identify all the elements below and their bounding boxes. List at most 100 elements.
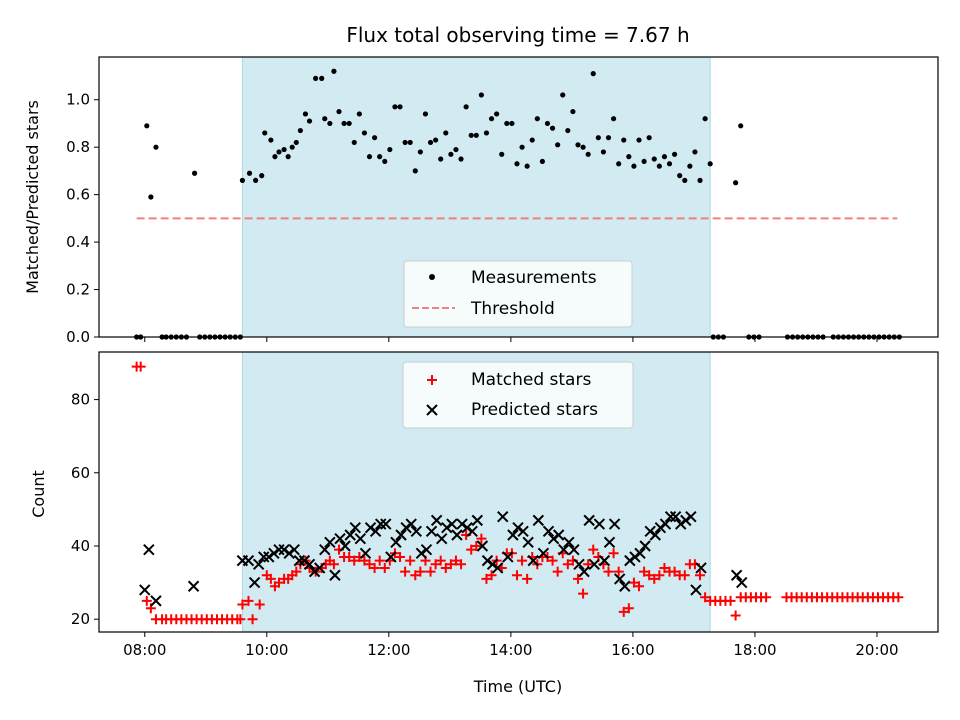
predicted-star-point: [339, 540, 351, 552]
measurement-point: [590, 71, 596, 77]
measurement-point: [626, 154, 632, 160]
predicted-star-point: [674, 518, 687, 530]
predicted-star-point: [730, 569, 743, 581]
matched-star-point: [552, 566, 563, 577]
matched-star-point: [359, 555, 370, 566]
predicted-star-point: [471, 514, 484, 527]
matched-star-point: [291, 566, 302, 577]
measurement-point: [272, 154, 278, 160]
matched-star-point: [623, 603, 634, 614]
predicted-star-point: [639, 540, 651, 552]
predicted-star-point: [369, 525, 382, 538]
measurement-point: [191, 170, 198, 176]
matched-star-point: [700, 592, 711, 603]
matched-star-point: [761, 592, 772, 603]
y-tick-label: 60: [71, 464, 90, 482]
matched-star-point: [254, 599, 265, 610]
predicted-star-point: [410, 525, 423, 538]
measurement-point: [331, 68, 337, 74]
measurement-point: [529, 137, 535, 143]
matched-star-point: [344, 551, 355, 562]
predicted-star-point: [736, 576, 748, 589]
y-tick-label: 0.0: [66, 328, 90, 346]
predicted-star-point: [187, 580, 200, 592]
measurement-point: [438, 156, 444, 162]
bottom-y-axis-label: Count: [29, 470, 48, 518]
measurement-point: [351, 139, 357, 146]
predicted-star-point: [532, 514, 545, 527]
measurement-point: [666, 161, 673, 167]
measurement-point: [631, 163, 637, 169]
measurement-point: [246, 170, 253, 176]
matched-star-point: [644, 570, 655, 581]
measurement-point: [478, 92, 484, 98]
measurement-point: [407, 139, 413, 146]
chart-title: Flux total observing time = 7.67 h: [346, 23, 689, 47]
matched-star-point: [725, 595, 736, 606]
matched-star-point: [618, 606, 629, 617]
measurement-point: [259, 173, 265, 179]
x-tick-label: 20:00: [855, 641, 898, 659]
measurement-point: [262, 130, 268, 136]
matched-star-point: [395, 551, 406, 562]
predicted-star-point: [476, 540, 489, 552]
top-legend: Measurements Threshold: [403, 260, 633, 328]
matched-star-point: [265, 573, 276, 584]
measurement-point: [692, 149, 698, 155]
predicted-star-point: [395, 529, 407, 541]
predicted-star-point: [486, 558, 499, 570]
matched-star-point: [456, 559, 467, 570]
measurement-point: [534, 116, 540, 122]
predicted-star-point: [242, 554, 255, 567]
measurement-point: [682, 177, 688, 183]
matched-star-point: [613, 566, 624, 577]
predicted-star-point: [593, 518, 606, 530]
predicted-star-point: [649, 529, 661, 541]
predicted-star-point: [613, 573, 626, 585]
predicted-star-point: [624, 554, 636, 567]
predicted-star-point: [598, 554, 611, 567]
matched-star-point: [430, 559, 441, 570]
predicted-star-point: [263, 551, 275, 563]
predicted-star-point: [405, 518, 417, 530]
matched-star-point: [135, 361, 146, 372]
predicted-star-point: [664, 510, 677, 523]
predicted-star-point: [425, 525, 438, 538]
predicted-star-point: [517, 525, 529, 538]
measurement-point: [555, 142, 561, 148]
measurement-point: [297, 127, 303, 134]
matched-star-point: [578, 588, 589, 599]
predicted-star-point: [252, 558, 265, 570]
predicted-star-point: [319, 543, 331, 556]
predicted-star-point: [364, 521, 377, 534]
matched-star-point: [476, 533, 487, 544]
measurement-point: [616, 161, 622, 167]
top-axes-frame: [98, 56, 939, 338]
measurement-point: [585, 151, 591, 157]
bottom-x-ticks: 08:00 10:00 12:00 14:00 16:00 18:00 20:00: [123, 632, 899, 659]
measurement-point: [422, 111, 429, 117]
predicted-star-point: [400, 521, 412, 534]
x-axis-label: Time (UTC): [473, 677, 562, 696]
measurement-point: [733, 180, 739, 186]
measurement-point: [356, 111, 362, 117]
measurement-point: [565, 127, 571, 134]
predicted-star-point: [308, 565, 321, 578]
legend-threshold-label: Threshold: [470, 299, 555, 319]
x-tick-label: 18:00: [733, 641, 776, 659]
matched-star-point: [445, 559, 456, 570]
predicted-star-point: [143, 543, 155, 556]
matched-star-point: [425, 566, 436, 577]
predicted-star-point: [273, 543, 285, 556]
bottom-legend: Matched stars Predicted stars: [402, 361, 634, 429]
measurement-point: [702, 116, 708, 122]
predicted-star-point: [547, 532, 560, 545]
measurement-point: [672, 151, 678, 157]
matched-star-point: [679, 570, 690, 581]
matched-star-point: [695, 570, 706, 581]
measurement-point: [636, 137, 642, 143]
predicted-star-point: [619, 580, 631, 592]
measurement-point: [605, 135, 612, 141]
top-y-ticks: 0.0 0.2 0.4 0.6 0.8 1.0: [66, 91, 99, 346]
predicted-star-point: [420, 543, 433, 556]
